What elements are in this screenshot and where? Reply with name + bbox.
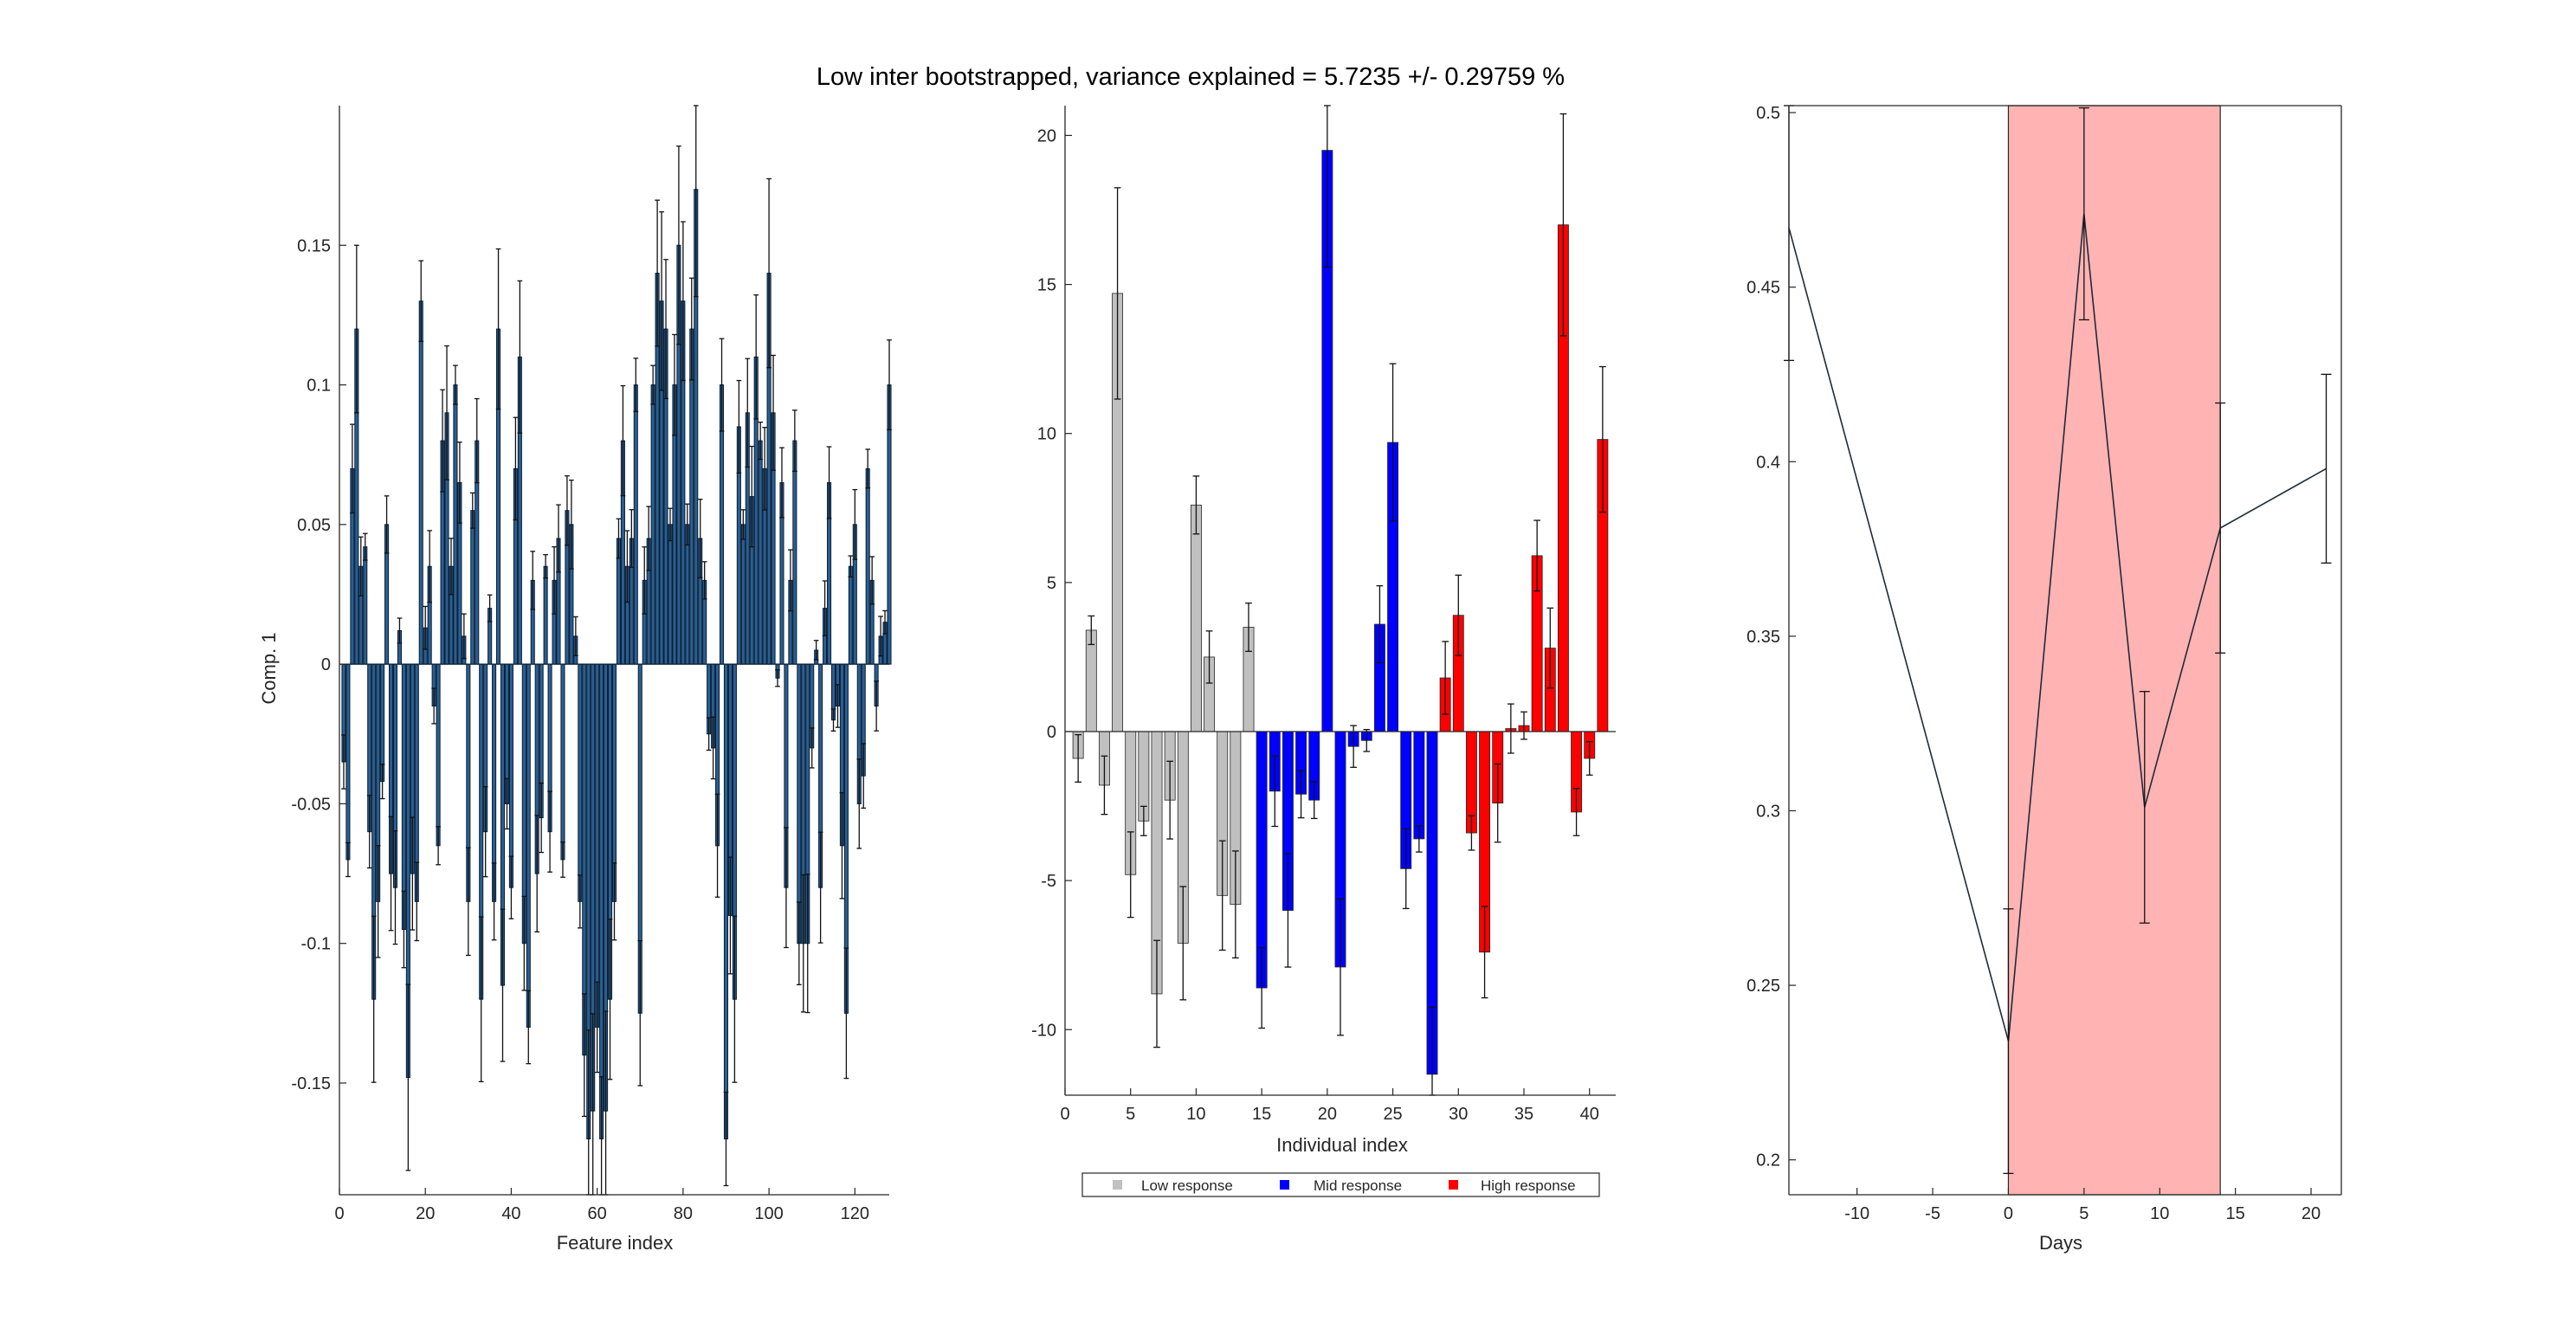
legend-swatch-high bbox=[1449, 1180, 1458, 1190]
feature-bar bbox=[560, 663, 565, 861]
individual-bar bbox=[1190, 504, 1202, 732]
individual-panel-xtick-label: 0 bbox=[1060, 1105, 1069, 1124]
individual-panel-ytick-label: 0 bbox=[1047, 723, 1056, 742]
individual-scores-panel: 0 5 10 15 20 25 30 35 40 -10 -5 0 5 10 15 20 Individual… bbox=[1031, 105, 1616, 1197]
days-panel-ytick-label: 0.3 bbox=[1756, 802, 1780, 821]
individual-panel-ytick-label: 15 bbox=[1037, 276, 1056, 295]
days-panel-xtick-label: 5 bbox=[2079, 1204, 2089, 1223]
individual-panel-xtick-label: 30 bbox=[1449, 1105, 1468, 1124]
individual-panel-ytick-label: 20 bbox=[1037, 126, 1056, 145]
feature-bar bbox=[668, 524, 673, 665]
feature-panel-ylabel: Comp. 1 bbox=[258, 632, 280, 704]
feature-bar bbox=[345, 663, 351, 861]
days-panel-xtick-label: 10 bbox=[2150, 1204, 2169, 1223]
feature-panel-xlabel: Feature index bbox=[557, 1232, 674, 1254]
days-panel-ytick-label: 0.45 bbox=[1746, 279, 1780, 298]
days-panel-marks: -10 -5 0 5 10 15 20 0.2 0.25 0.3 0.35 0.4 0.45 0.5 bbox=[1746, 104, 2342, 1223]
trajectory-line bbox=[1788, 213, 2327, 1042]
feature-bar bbox=[848, 565, 853, 665]
feature-bar bbox=[543, 565, 548, 665]
feature-panel-ytick-label: 0 bbox=[321, 655, 331, 674]
individual-panel-xtick-label: 20 bbox=[1318, 1105, 1337, 1124]
feature-bar bbox=[758, 440, 763, 665]
feature-bar bbox=[865, 468, 870, 665]
individual-bar bbox=[1085, 629, 1097, 732]
individual-panel-marks: 0 5 10 15 20 25 30 35 40 -10 -5 0 5 10 15 20 bbox=[1031, 105, 1616, 1124]
response-legend: Low response Mid response High response bbox=[1081, 1172, 1600, 1197]
days-panel-xtick-label: -10 bbox=[1844, 1204, 1869, 1223]
individual-panel-xlabel: Individual index bbox=[1276, 1134, 1408, 1156]
feature-bar bbox=[453, 384, 458, 665]
feature-panel-xtick-label: 0 bbox=[334, 1204, 344, 1223]
days-panel-ytick-label: 0.5 bbox=[1756, 104, 1780, 123]
individual-panel-ytick-label: 5 bbox=[1047, 574, 1056, 593]
feature-bar bbox=[633, 384, 638, 665]
legend-box bbox=[1081, 1172, 1600, 1197]
feature-panel-xtick-label: 40 bbox=[501, 1204, 520, 1223]
days-panel-ytick-label: 0.2 bbox=[1756, 1151, 1780, 1171]
feature-loadings-panel: 0 20 40 60 80 100 120 -0.15 -0.1 -0.05 0 0.05 0.1 0.1… bbox=[258, 105, 892, 1254]
legend-label-low: Low response bbox=[1141, 1177, 1233, 1194]
feature-panel-ytick-label: 0.15 bbox=[297, 236, 331, 255]
feature-panel-xtick-label: 100 bbox=[754, 1204, 783, 1223]
feature-bar bbox=[650, 384, 655, 665]
feature-panel-ytick-label: -0.15 bbox=[291, 1074, 331, 1093]
feature-bar bbox=[740, 524, 746, 665]
days-panel-ytick-label: 0.35 bbox=[1746, 628, 1780, 647]
individual-panel-xtick-label: 40 bbox=[1580, 1105, 1599, 1124]
feature-panel-ytick-label: -0.05 bbox=[291, 795, 331, 814]
feature-bar bbox=[526, 663, 531, 1028]
feature-panel-xtick-label: 120 bbox=[841, 1204, 869, 1223]
feature-bar bbox=[599, 663, 604, 1139]
legend-label-mid: Mid response bbox=[1314, 1177, 1402, 1194]
feature-panel-ytick-label: 0.05 bbox=[297, 516, 331, 535]
feature-panel-marks: 0 20 40 60 80 100 120 -0.15 -0.1 -0.05 0 0.05 0.1 0.1… bbox=[291, 105, 892, 1223]
days-panel-ytick-label: 0.4 bbox=[1756, 453, 1780, 472]
days-trajectory-panel: -10 -5 0 5 10 15 20 0.2 0.25 0.3 0.35 0.4 0.45 0.5 Da… bbox=[1746, 104, 2342, 1254]
feature-bar bbox=[595, 663, 600, 1028]
feature-bar bbox=[578, 663, 583, 902]
feature-panel-ytick-label: -0.1 bbox=[301, 935, 331, 954]
feature-bar bbox=[418, 300, 423, 665]
feature-bar bbox=[470, 510, 475, 665]
days-panel-xtick-label: -5 bbox=[1925, 1204, 1940, 1223]
individual-panel-xtick-label: 35 bbox=[1514, 1105, 1533, 1124]
individual-panel-ytick-label: -5 bbox=[1041, 872, 1056, 891]
days-panel-xlabel: Days bbox=[2039, 1232, 2082, 1254]
individual-panel-xtick-label: 25 bbox=[1383, 1105, 1402, 1124]
treatment-shaded-region bbox=[2007, 105, 2221, 1196]
days-panel-xtick-label: 0 bbox=[2004, 1204, 2013, 1223]
legend-swatch-mid bbox=[1280, 1180, 1289, 1190]
feature-bar bbox=[363, 546, 368, 665]
feature-bar bbox=[436, 663, 441, 847]
feature-panel-xtick-label: 20 bbox=[416, 1204, 435, 1223]
feature-bar bbox=[723, 663, 729, 1139]
days-panel-xtick-label: 15 bbox=[2226, 1204, 2245, 1223]
individual-panel-ytick-label: -10 bbox=[1031, 1021, 1056, 1040]
feature-panel-ytick-label: 0.1 bbox=[307, 377, 331, 396]
feature-bar bbox=[401, 663, 406, 931]
feature-bar bbox=[508, 663, 513, 888]
individual-bar bbox=[1413, 731, 1425, 840]
feature-panel-xtick-label: 80 bbox=[674, 1204, 693, 1223]
individual-panel-xtick-label: 15 bbox=[1252, 1105, 1271, 1124]
feature-bar bbox=[792, 440, 797, 665]
legend-label-high: High response bbox=[1481, 1177, 1576, 1194]
individual-panel-xtick-label: 10 bbox=[1186, 1105, 1205, 1124]
legend-swatch-low bbox=[1113, 1180, 1122, 1190]
figure-title: Low inter bootstrapped, variance explain… bbox=[817, 63, 1565, 91]
days-panel-ytick-label: 0.25 bbox=[1746, 977, 1780, 996]
feature-panel-xtick-label: 60 bbox=[588, 1204, 607, 1223]
feature-bar bbox=[797, 663, 802, 945]
individual-panel-ytick-label: 10 bbox=[1037, 425, 1056, 444]
individual-panel-xtick-label: 5 bbox=[1126, 1105, 1135, 1124]
days-panel-xtick-label: 20 bbox=[2302, 1204, 2321, 1223]
